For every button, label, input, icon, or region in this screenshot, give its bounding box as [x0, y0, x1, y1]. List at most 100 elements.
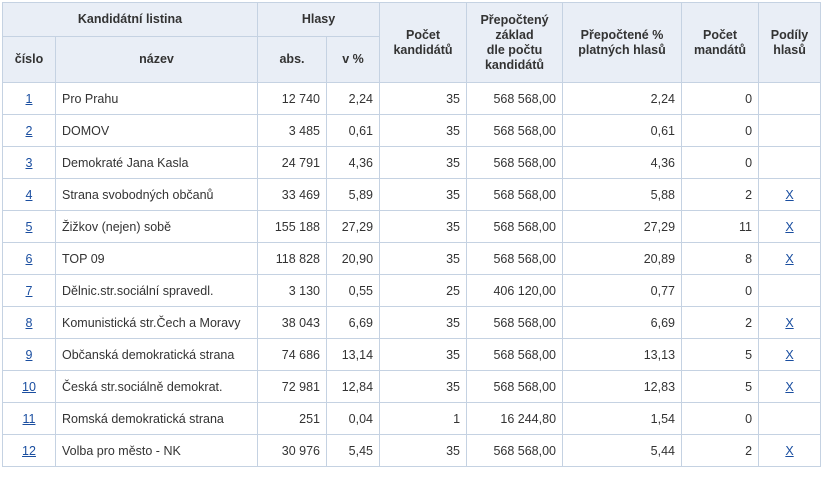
cell-podily-hlasu[interactable]: X — [758, 338, 822, 371]
cell-cislo[interactable]: 4 — [2, 178, 56, 211]
cell-pocet-mandatu: 2 — [681, 434, 760, 467]
cell-nazev: Demokraté Jana Kasla — [55, 146, 258, 179]
table-row: 12 Volba pro město - NK 30 976 5,45 35 568 56… — [2, 434, 822, 467]
cell-cislo[interactable]: 6 — [2, 242, 56, 275]
cell-v-procentech: 5,89 — [325, 178, 381, 211]
cell-abs: 12 740 — [257, 82, 327, 115]
header-kandidatni-listina: Kandidátní listina — [2, 2, 258, 37]
cell-podily-hlasu[interactable]: X — [758, 306, 822, 339]
cell-abs: 33 469 — [257, 178, 327, 211]
cell-nazev: DOMOV — [55, 114, 258, 147]
cell-prepocteny-zaklad: 16 244,80 — [466, 402, 564, 435]
header-prepocteny-zaklad-line1: Přepočtený — [480, 12, 549, 27]
cell-cislo-link[interactable]: 1 — [25, 91, 33, 106]
cell-prepocteny-zaklad: 568 568,00 — [466, 306, 564, 339]
cell-cislo-link[interactable]: 8 — [25, 315, 33, 330]
cell-cislo[interactable]: 5 — [2, 210, 56, 243]
table-row: 8 Komunistická str.Čech a Moravy 38 043 6,6… — [2, 306, 822, 339]
cell-cislo[interactable]: 2 — [2, 114, 56, 147]
cell-prepoctene-procento: 2,24 — [562, 82, 683, 115]
cell-podily-hlasu — [758, 274, 822, 307]
cell-cislo[interactable]: 11 — [2, 402, 56, 435]
cell-nazev: Pro Prahu — [55, 82, 258, 115]
cell-pocet-kandidatu: 35 — [379, 242, 468, 275]
cell-nazev: Romská demokratická strana — [55, 402, 258, 435]
cell-cislo-link[interactable]: 4 — [25, 187, 33, 202]
header-prepoctene-procento: Přepočtené % platných hlasů — [562, 2, 683, 83]
cell-podily-hlasu — [758, 402, 822, 435]
table-row: 6 TOP 09 118 828 20,90 35 568 568,00 20,89 8 X — [2, 242, 822, 275]
cell-podily-hlasu — [758, 146, 822, 179]
cell-pocet-mandatu: 8 — [681, 242, 760, 275]
header-pocet-kandidatu-line2: kandidátů — [393, 42, 453, 57]
cell-prepoctene-procento: 20,89 — [562, 242, 683, 275]
cell-cislo[interactable]: 10 — [2, 370, 56, 403]
cell-podily-hlasu-link[interactable]: X — [785, 379, 794, 394]
header-row-2: číslo název abs. v % — [2, 36, 821, 83]
cell-podily-hlasu[interactable]: X — [758, 178, 822, 211]
cell-prepocteny-zaklad: 568 568,00 — [466, 146, 564, 179]
cell-pocet-mandatu: 11 — [681, 210, 760, 243]
cell-cislo-link[interactable]: 10 — [22, 379, 36, 394]
results-body: 1 Pro Prahu 12 740 2,24 35 568 568,00 2,24 0 2 DO… — [2, 82, 822, 467]
cell-v-procentech: 0,61 — [325, 114, 381, 147]
cell-prepocteny-zaklad: 568 568,00 — [466, 370, 564, 403]
table-row: 5 Žižkov (nejen) sobě 155 188 27,29 35 568 56… — [2, 210, 822, 243]
cell-podily-hlasu[interactable]: X — [758, 370, 822, 403]
cell-cislo-link[interactable]: 6 — [25, 251, 33, 266]
cell-pocet-kandidatu: 35 — [379, 306, 468, 339]
cell-podily-hlasu-link[interactable]: X — [785, 187, 794, 202]
cell-podily-hlasu-link[interactable]: X — [785, 219, 794, 234]
cell-v-procentech: 4,36 — [325, 146, 381, 179]
header-hlasy: Hlasy — [256, 2, 381, 37]
cell-cislo[interactable]: 3 — [2, 146, 56, 179]
cell-v-procentech: 0,55 — [325, 274, 381, 307]
cell-podily-hlasu[interactable]: X — [758, 242, 822, 275]
cell-pocet-kandidatu: 1 — [379, 402, 468, 435]
cell-podily-hlasu-link[interactable]: X — [785, 347, 794, 362]
cell-pocet-kandidatu: 35 — [379, 82, 468, 115]
cell-nazev: Komunistická str.Čech a Moravy — [55, 306, 258, 339]
cell-cislo-link[interactable]: 3 — [25, 155, 33, 170]
cell-cislo[interactable]: 7 — [2, 274, 56, 307]
cell-prepocteny-zaklad: 568 568,00 — [466, 178, 564, 211]
cell-prepocteny-zaklad: 568 568,00 — [466, 82, 564, 115]
header-pocet-mandatu-line1: Počet — [702, 27, 738, 42]
cell-prepoctene-procento: 5,88 — [562, 178, 683, 211]
cell-abs: 30 976 — [257, 434, 327, 467]
cell-nazev: Dělnic.str.sociální spravedl. — [55, 274, 258, 307]
header-prepoctene-procento-line2: platných hlasů — [578, 42, 666, 57]
cell-podily-hlasu-link[interactable]: X — [785, 443, 794, 458]
cell-abs: 24 791 — [257, 146, 327, 179]
cell-cislo-link[interactable]: 9 — [25, 347, 33, 362]
cell-prepoctene-procento: 5,44 — [562, 434, 683, 467]
table-row: 4 Strana svobodných občanů 33 469 5,89 35 568… — [2, 178, 822, 211]
cell-nazev: Občanská demokratická strana — [55, 338, 258, 371]
cell-podily-hlasu[interactable]: X — [758, 210, 822, 243]
cell-v-procentech: 20,90 — [325, 242, 381, 275]
cell-cislo[interactable]: 9 — [2, 338, 56, 371]
cell-cislo[interactable]: 1 — [2, 82, 56, 115]
cell-prepocteny-zaklad: 568 568,00 — [466, 210, 564, 243]
cell-cislo-link[interactable]: 11 — [22, 411, 36, 426]
table-row: 9 Občanská demokratická strana 74 686 13,14… — [2, 338, 822, 371]
cell-podily-hlasu-link[interactable]: X — [785, 315, 794, 330]
header-pocet-kandidatu-line1: Počet — [405, 27, 441, 42]
cell-cislo[interactable]: 12 — [2, 434, 56, 467]
cell-pocet-mandatu: 2 — [681, 306, 760, 339]
cell-cislo-link[interactable]: 7 — [25, 283, 33, 298]
header-pocet-kandidatu: Počet kandidátů — [379, 2, 468, 83]
cell-podily-hlasu-link[interactable]: X — [785, 251, 794, 266]
cell-cislo-link[interactable]: 12 — [22, 443, 36, 458]
cell-pocet-mandatu: 0 — [681, 402, 760, 435]
cell-abs: 74 686 — [257, 338, 327, 371]
cell-cislo-link[interactable]: 2 — [25, 123, 33, 138]
cell-prepoctene-procento: 1,54 — [562, 402, 683, 435]
cell-prepoctene-procento: 6,69 — [562, 306, 683, 339]
cell-pocet-kandidatu: 25 — [379, 274, 468, 307]
cell-podily-hlasu[interactable]: X — [758, 434, 822, 467]
cell-abs: 3 130 — [257, 274, 327, 307]
cell-cislo-link[interactable]: 5 — [25, 219, 33, 234]
header-pocet-mandatu: Počet mandátů — [681, 2, 760, 83]
cell-cislo[interactable]: 8 — [2, 306, 56, 339]
